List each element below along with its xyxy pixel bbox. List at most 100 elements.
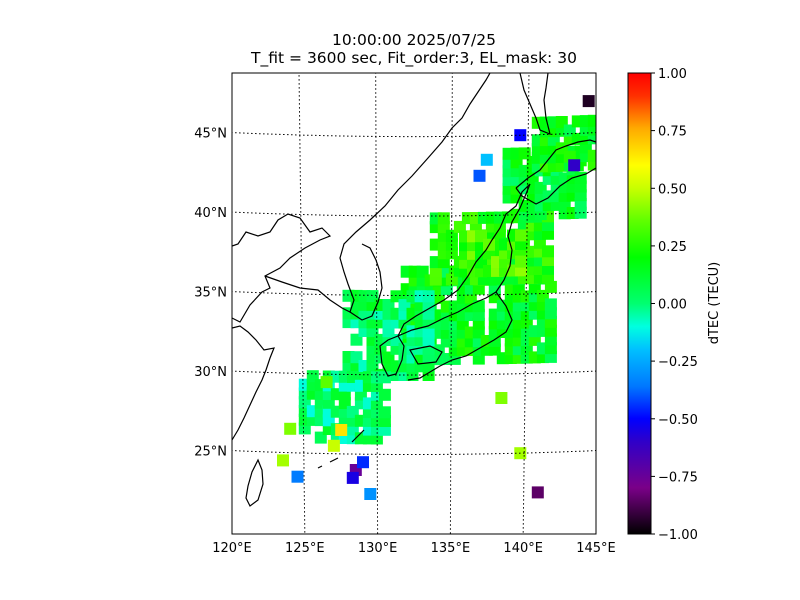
dtec-cell	[533, 254, 546, 267]
dtec-cell	[587, 132, 596, 145]
dtec-cell	[587, 114, 596, 127]
y-tick-label: 40°N	[194, 206, 227, 221]
coastline-hokkaido	[515, 139, 596, 205]
coastline-shikoku	[409, 345, 443, 365]
dtec-cell-highlight	[357, 456, 369, 469]
coastline-sakhalin	[519, 73, 551, 135]
dtec-cell-highlight	[277, 454, 289, 467]
dtec-cell	[502, 156, 515, 169]
dtec-cell	[422, 290, 435, 303]
x-tick-label: 145°E	[576, 541, 616, 556]
x-tick-label: 125°E	[285, 541, 325, 556]
graticule-parallel	[232, 291, 596, 297]
chart-title: 10:00:00 2025/07/25	[332, 31, 496, 49]
dtec-cell-highlight	[346, 471, 359, 484]
x-tick-label: 120°E	[212, 541, 252, 556]
colorbar-tick-label: −0.50	[658, 413, 698, 428]
dtec-cell	[502, 174, 515, 186]
coastline-taiwan	[245, 458, 264, 507]
dtec-cell	[502, 191, 515, 204]
graticule-meridian	[449, 73, 453, 534]
dtec-cell	[378, 406, 391, 419]
dtec-cell-highlight	[291, 470, 304, 483]
dtec-cell	[544, 280, 557, 293]
dtec-cell-highlight	[531, 486, 544, 499]
dtec-cell	[510, 156, 523, 169]
coastlines	[232, 73, 596, 507]
coastline-honshu	[397, 183, 531, 381]
dtec-cell	[510, 173, 523, 186]
x-tick-label: 140°E	[503, 541, 543, 556]
colorbar-tick-label: −1.00	[658, 528, 698, 543]
colorbar-tick-label: 0.75	[658, 125, 687, 140]
dtec-cell	[437, 247, 450, 260]
x-tick-labels: 120°E 125°E 130°E 135°E 140°E 145°E	[212, 541, 616, 556]
dtec-cell	[510, 147, 523, 160]
dtec-cell	[502, 182, 515, 195]
y-tick-labels: 25°N 30°N 35°N 40°N 45°N	[194, 127, 227, 460]
dtec-cell	[587, 123, 596, 136]
dtec-cell-highlight	[568, 159, 581, 172]
graticule-meridian	[375, 73, 379, 534]
dtec-cell-highlight	[364, 488, 377, 500]
dtec-cell-highlight	[327, 439, 340, 452]
colorbar-tick-label: −0.75	[658, 470, 698, 485]
dtec-cell	[502, 165, 515, 178]
y-tick-label: 35°N	[194, 286, 227, 301]
dtec-cell-highlight	[480, 153, 493, 166]
colorbar	[627, 72, 652, 535]
dtec-cell	[378, 388, 391, 401]
dtec-cell	[574, 171, 587, 184]
dtec-cell	[472, 300, 485, 313]
dtec-cells	[277, 95, 596, 500]
chart-subtitle: T_fit = 3600 sec, Fit_order:3, EL_mask: …	[251, 49, 577, 67]
dtec-cell	[437, 212, 450, 225]
coastline-korea	[349, 243, 383, 321]
graticule-parallel	[232, 132, 596, 138]
colorbar-tick-label: 0.50	[658, 182, 687, 197]
dtec-cell-highlight	[582, 95, 595, 108]
dtec-cell	[542, 245, 554, 258]
x-tick-label: 130°E	[358, 541, 398, 556]
dtec-cell	[587, 158, 596, 171]
coastline-ryukyu	[317, 429, 365, 469]
dtec-cell	[510, 165, 523, 178]
dtec-cell-highlight	[473, 169, 486, 182]
colorbar-tick-label: 0.00	[658, 298, 687, 313]
dtec-cell-highlight	[320, 376, 333, 389]
dtec-cell	[587, 149, 596, 162]
colorbar-ticks: 1.00 0.75 0.50 0.25 0.00 −0.25 −0.50 −0.75 −1.00	[651, 67, 698, 543]
colorbar-label: dTEC (TECU)	[707, 262, 722, 345]
map-frame	[231, 72, 597, 535]
dtec-cell	[579, 123, 592, 136]
graticule-parallel	[232, 211, 596, 217]
dtec-cell	[502, 147, 515, 160]
graticule-parallel	[232, 370, 596, 376]
y-tick-label: 30°N	[194, 365, 227, 380]
dtec-cell	[467, 247, 479, 260]
dtec-cell	[525, 245, 538, 258]
dtec-cell	[510, 191, 523, 204]
graticule	[232, 73, 596, 534]
dtec-cell	[378, 371, 391, 384]
dtec-cell	[544, 298, 557, 311]
colorbar-tick-label: 0.25	[658, 240, 687, 255]
dtec-cell-highlight	[335, 424, 348, 436]
graticule-meridian	[595, 505, 596, 530]
dtec-cell-highlight	[284, 422, 297, 435]
graticule-meridian	[522, 73, 530, 533]
y-tick-label: 45°N	[194, 127, 227, 142]
coastline-asia-mainland	[232, 73, 491, 323]
dtec-cell	[515, 229, 527, 242]
graticule-meridian	[298, 73, 306, 533]
dtec-cell	[515, 255, 527, 268]
dtec-cell-highlight	[495, 392, 508, 404]
y-tick-label: 25°N	[194, 445, 227, 460]
x-tick-label: 135°E	[431, 541, 471, 556]
colorbar-tick-label: −0.25	[658, 355, 698, 370]
colorbar-tick-label: 1.00	[658, 67, 687, 82]
graticule-parallel	[232, 449, 596, 455]
coastline-kyushu	[379, 335, 405, 377]
coastline-china-south	[232, 325, 275, 441]
